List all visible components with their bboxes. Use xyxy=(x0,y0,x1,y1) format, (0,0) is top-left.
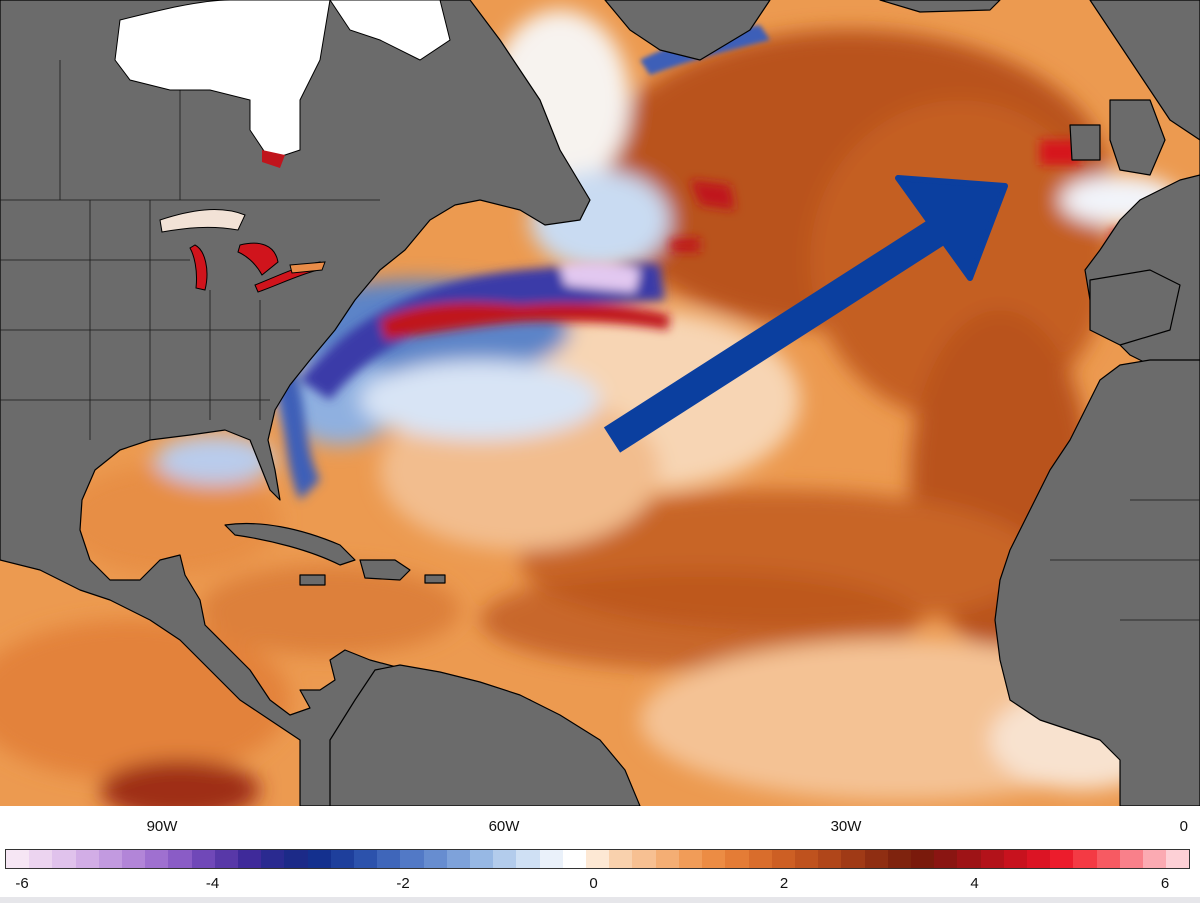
colorbar-cell xyxy=(122,850,146,868)
colorbar-cell xyxy=(284,850,308,868)
colorbar-cell xyxy=(238,850,262,868)
colorbar-cell xyxy=(400,850,424,868)
colorbar-cell xyxy=(678,850,703,868)
colorbar-cell xyxy=(1050,850,1074,868)
colorbar-cell xyxy=(29,850,53,868)
colorbar-cell xyxy=(586,850,610,868)
colorbar-cell xyxy=(632,850,656,868)
colorbar-cell xyxy=(1003,850,1027,868)
colorbar-cell xyxy=(1119,850,1143,868)
colorbar-label: 4 xyxy=(970,875,979,892)
colorbar-cell xyxy=(609,850,633,868)
longitude-label: 90W xyxy=(146,818,178,835)
longitude-label: 30W xyxy=(830,818,862,835)
colorbar-cell xyxy=(655,850,679,868)
current-direction-arrow xyxy=(603,175,1008,453)
sst-anomaly-map xyxy=(0,0,1200,806)
colorbar-cell xyxy=(910,850,935,868)
colorbar-label: -2 xyxy=(396,875,410,892)
land-masses xyxy=(0,0,1200,806)
ocean-anomaly-field xyxy=(0,0,1200,806)
colorbar-cell xyxy=(887,850,911,868)
colorbar-cell xyxy=(75,850,99,868)
colorbar-cell xyxy=(934,850,958,868)
colorbar-cell xyxy=(818,850,842,868)
political-borders xyxy=(0,60,1200,621)
colorbar-cell xyxy=(748,850,772,868)
colorbar-cell xyxy=(702,850,726,868)
colorbar-cell xyxy=(493,850,517,868)
colorbar-cell xyxy=(168,850,192,868)
colorbar-cell xyxy=(214,850,239,868)
colorbar-cell xyxy=(725,850,749,868)
colorbar-cell xyxy=(377,850,401,868)
colorbar-cell xyxy=(841,850,865,868)
colorbar-cell xyxy=(446,850,471,868)
colorbar-cell xyxy=(980,850,1004,868)
colorbar-cell xyxy=(6,850,30,868)
sea-ice xyxy=(114,0,451,161)
colorbar-cell xyxy=(794,850,819,868)
colorbar-cell xyxy=(145,850,169,868)
colorbar-cell xyxy=(1096,850,1120,868)
colorbar-cell xyxy=(562,850,587,868)
colorbar-label: 0 xyxy=(589,875,598,892)
hudson-warm-spot xyxy=(262,150,285,168)
colorbar-cell xyxy=(1142,850,1167,868)
colorbar-cell xyxy=(52,850,76,868)
colorbar-cell xyxy=(307,850,331,868)
longitude-label: 0 xyxy=(1179,818,1188,835)
colorbar-cell xyxy=(1166,850,1190,868)
colorbar-cell xyxy=(423,850,447,868)
colorbar-label: 2 xyxy=(779,875,789,892)
longitude-label: 60W xyxy=(488,818,520,835)
colorbar-label: -6 xyxy=(15,875,29,892)
colorbar-cell xyxy=(261,850,285,868)
bottom-strip xyxy=(0,897,1200,903)
colorbar xyxy=(5,849,1190,869)
colorbar-cell xyxy=(771,850,795,868)
colorbar-cell xyxy=(516,850,540,868)
colorbar-cell xyxy=(354,850,378,868)
colorbar-cell xyxy=(864,850,888,868)
colorbar-cell xyxy=(539,850,563,868)
colorbar-cell xyxy=(1073,850,1097,868)
colorbar-cell xyxy=(470,850,494,868)
colorbar-cell xyxy=(957,850,981,868)
colorbar-cell xyxy=(191,850,215,868)
colorbar-label: -4 xyxy=(205,875,220,892)
great-lakes xyxy=(159,209,326,293)
colorbar-label: 6 xyxy=(1160,875,1170,892)
colorbar-cell xyxy=(1026,850,1051,868)
colorbar-cell xyxy=(330,850,355,868)
colorbar-cell xyxy=(98,850,123,868)
